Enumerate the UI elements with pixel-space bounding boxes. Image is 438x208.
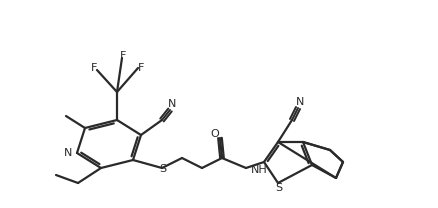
Text: NH: NH (251, 165, 268, 175)
Text: F: F (91, 63, 97, 73)
Text: O: O (211, 129, 219, 139)
Text: S: S (276, 183, 283, 193)
Text: F: F (138, 63, 144, 73)
Text: N: N (296, 97, 304, 107)
Text: S: S (159, 164, 166, 174)
Text: N: N (64, 148, 72, 158)
Text: N: N (168, 99, 176, 109)
Text: F: F (120, 51, 126, 61)
